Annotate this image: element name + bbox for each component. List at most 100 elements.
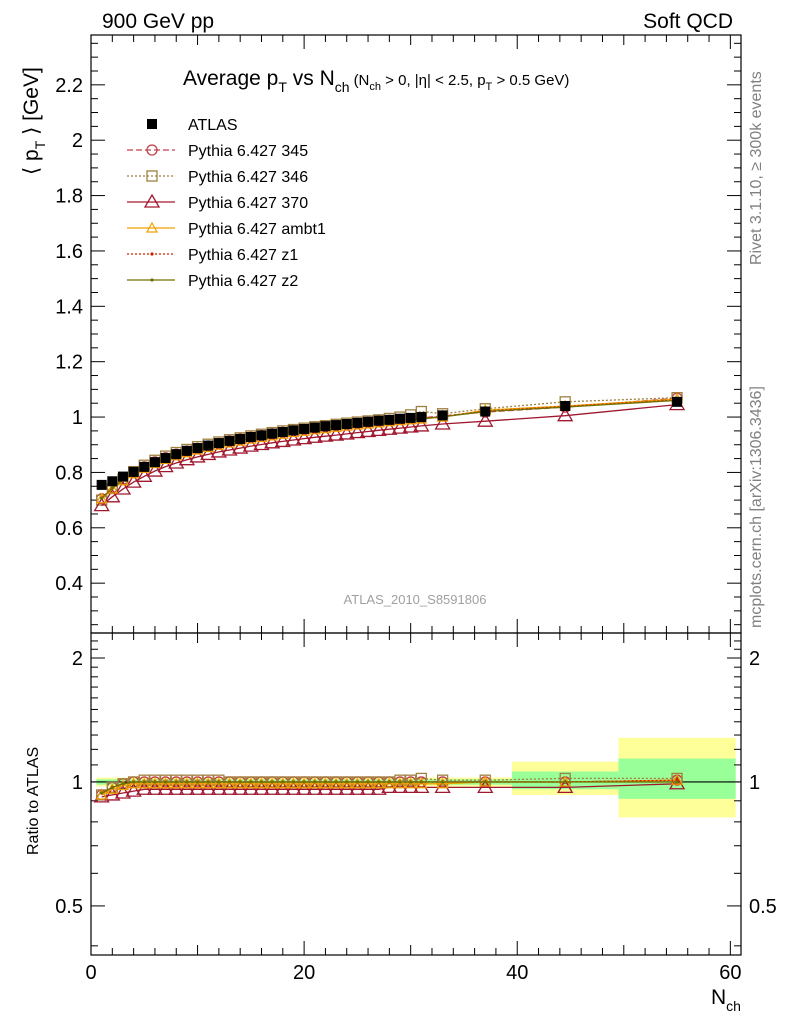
ratio-point-pythia-6-427-z2	[132, 780, 136, 784]
ratio-point-pythia-6-427-ambt1	[319, 777, 332, 789]
data-point-pythia-6-427-370	[306, 428, 323, 443]
data-point-atlas	[480, 406, 491, 417]
ratio-point-pythia-6-427-ambt1	[298, 777, 311, 789]
legend-item-pythia-6-427-z1: Pythia 6.427 z1	[127, 247, 298, 264]
data-point-pythia-6-427-370	[391, 419, 409, 434]
data-point-pythia-6-427-370	[242, 437, 259, 452]
data-point-pythia-6-427-z2	[100, 496, 104, 500]
ratio-point-pythia-6-427-z2	[366, 780, 370, 784]
data-point-atlas	[320, 421, 331, 432]
header-right: Soft QCD	[643, 10, 733, 33]
data-point-atlas	[384, 414, 395, 425]
data-point-pythia-6-427-370	[178, 451, 196, 466]
ratio-point-pythia-6-427-ambt1	[255, 777, 268, 789]
xtick-label: 0	[85, 962, 96, 984]
legend-marker	[150, 278, 154, 282]
data-point-atlas	[245, 431, 256, 442]
ratio-point-pythia-6-427-ambt1	[671, 773, 684, 785]
data-point-atlas	[309, 422, 320, 433]
data-point-atlas	[256, 430, 267, 441]
data-point-atlas	[341, 418, 352, 429]
data-point-atlas	[139, 461, 150, 472]
data-point-atlas	[373, 415, 384, 426]
ratio-point-pythia-6-427-ambt1	[202, 777, 215, 789]
ratio-point-pythia-6-427-z2	[238, 780, 242, 784]
ratio-plot: 0.5 0.51 12 20 20 40 60	[55, 632, 777, 984]
data-point-atlas	[107, 476, 118, 487]
data-point-atlas	[267, 428, 278, 439]
ratio-point-pythia-6-427-346	[191, 774, 204, 786]
ratio-point-pythia-6-427-346	[149, 774, 161, 786]
legend-label: Pythia 6.427 z2	[188, 273, 298, 290]
ratio-point-pythia-6-427-346	[405, 774, 417, 786]
ratio-point-pythia-6-427-z2	[195, 780, 200, 784]
rivet-label: Rivet 3.1.10, ≥ 300k events	[748, 71, 765, 265]
data-point-pythia-6-427-370	[274, 433, 291, 448]
ratio-point-pythia-6-427-ambt1	[191, 777, 204, 789]
ratio-point-pythia-6-427-370	[114, 784, 132, 799]
ratio-point-pythia-6-427-z2	[334, 780, 338, 784]
data-point-pythia-6-427-370	[168, 454, 185, 469]
legend-label: ATLAS	[188, 117, 238, 134]
legend-item-pythia-6-427-370: Pythia 6.427 370	[127, 193, 308, 212]
ratio-point-pythia-6-427-z2	[302, 780, 306, 784]
ratio-point-pythia-6-427-ambt1	[95, 788, 108, 800]
data-point-pythia-6-427-370	[232, 439, 249, 454]
legend-marker	[147, 119, 157, 129]
ratio-point-pythia-6-427-370	[391, 779, 409, 794]
ratio-point-pythia-6-427-z2	[387, 780, 391, 784]
data-point-pythia-6-427-370	[349, 424, 366, 439]
data-point-pythia-6-427-370	[93, 497, 110, 512]
main-ytick-label: 1.2	[55, 352, 83, 374]
ratio-point-pythia-6-427-346	[202, 774, 214, 786]
ratio-point-pythia-6-427-346	[394, 774, 406, 786]
header-left: 900 GeV pp	[102, 10, 214, 33]
data-point-atlas	[560, 400, 571, 411]
ratio-point-pythia-6-427-ambt1	[351, 777, 364, 789]
legend-item-atlas: ATLAS	[147, 117, 238, 134]
ratio-point-pythia-6-427-ambt1	[148, 777, 161, 789]
ratio-point-pythia-6-427-z2	[227, 780, 232, 784]
data-point-pythia-6-427-370	[317, 427, 334, 442]
main-ytick-label: 0.6	[55, 518, 83, 540]
data-point-pythia-6-427-370	[264, 434, 281, 449]
ratio-point-pythia-6-427-z2	[398, 780, 402, 784]
legend: ATLAS Pythia 6.427 345 Pythia 6.427 346 Pyt…	[127, 117, 326, 290]
ratio-point-pythia-6-427-370	[381, 779, 398, 794]
legend-item-pythia-6-427-346: Pythia 6.427 346	[127, 169, 308, 186]
legend-label: Pythia 6.427 370	[188, 195, 308, 212]
ratio-point-pythia-6-427-z2	[355, 780, 359, 784]
ratio-point-pythia-6-427-346	[213, 774, 225, 786]
ratio-point-pythia-6-427-z2	[313, 780, 317, 784]
legend-marker	[143, 193, 161, 208]
data-point-pythia-6-427-370	[413, 417, 430, 432]
data-point-pythia-6-427-370	[402, 418, 419, 433]
ratio-point-pythia-6-427-346	[479, 774, 491, 786]
data-point-atlas	[117, 471, 128, 482]
data-point-pythia-6-427-370	[210, 443, 228, 458]
ratio-point-pythia-6-427-z2	[675, 780, 679, 784]
data-point-atlas	[160, 453, 171, 464]
main-ylabel: ⟨ pT ⟩ [GeV]	[20, 67, 48, 175]
ratio-point-pythia-6-427-370	[434, 779, 451, 794]
ratio-point-pythia-6-427-ambt1	[234, 777, 247, 789]
ratio-point-pythia-6-427-z2	[206, 780, 210, 784]
ratio-point-pythia-6-427-ambt1	[308, 777, 321, 789]
data-point-atlas	[181, 445, 192, 456]
ratio-point-pythia-6-427-ambt1	[266, 777, 279, 789]
ratio-point-pythia-6-427-346	[159, 774, 172, 786]
ratio-point-pythia-6-427-z2	[281, 780, 285, 784]
ratio-point-pythia-6-427-z2	[291, 780, 296, 784]
ratio-point-pythia-6-427-ambt1	[415, 777, 428, 789]
ratio-point-pythia-6-427-z2	[100, 791, 104, 795]
ratio-point-pythia-6-427-ambt1	[362, 777, 375, 789]
ratio-point-pythia-6-427-346	[117, 778, 129, 790]
ratio-point-pythia-6-427-z2	[249, 780, 253, 784]
ratio-ytick-label-right: 2	[749, 648, 760, 670]
series-atlas	[96, 396, 683, 490]
legend-label: Pythia 6.427 346	[188, 169, 308, 186]
legend-marker	[146, 144, 158, 156]
ratio-ytick-label: 2	[72, 648, 83, 670]
ratio-point-pythia-6-427-z2	[110, 785, 114, 790]
